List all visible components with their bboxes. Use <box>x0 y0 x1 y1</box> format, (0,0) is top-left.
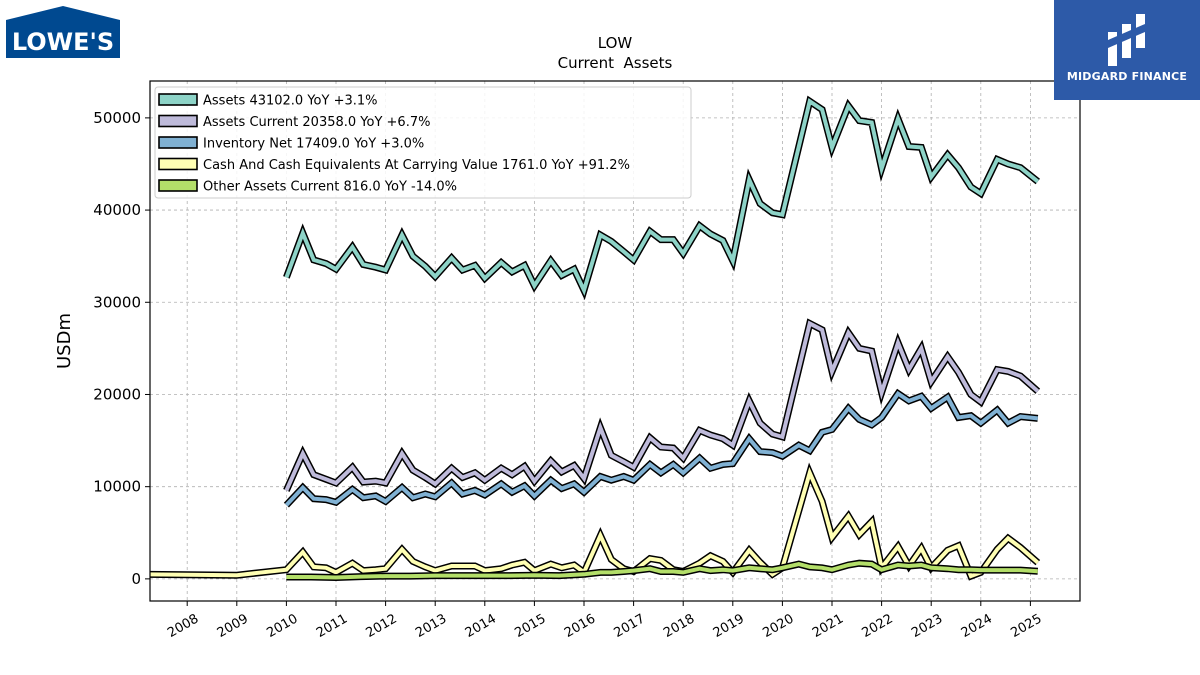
y-tick-label: 40000 <box>93 201 141 219</box>
y-tick-label: 20000 <box>93 385 141 403</box>
legend-label-inventory-net: Inventory Net 17409.0 YoY +3.0% <box>203 137 424 152</box>
legend-label-other-assets-current: Other Assets Current 816.0 YoY -14.0% <box>203 180 457 195</box>
x-tick-label: 2013 <box>413 611 449 641</box>
y-tick-label: 0 <box>131 570 141 588</box>
x-tick-label: 2011 <box>314 611 350 641</box>
series-assets-current <box>283 318 1041 492</box>
series-assets-current-outline <box>283 318 1041 492</box>
legend-label-cash-and-cash-equivalents-at-carrying-value: Cash And Cash Equivalents At Carrying Va… <box>203 158 630 173</box>
series-inventory-net-line <box>284 390 1039 507</box>
y-axis-label: USDm <box>54 313 75 369</box>
plot-frame <box>149 80 1081 602</box>
y-tick-label: 10000 <box>93 478 141 496</box>
x-tick-label: 2024 <box>959 611 995 641</box>
x-tick-label: 2008 <box>165 611 201 641</box>
legend: Assets 43102.0 YoY +3.1% Assets Current 2… <box>154 86 692 199</box>
series-inventory-net <box>283 388 1039 508</box>
x-tick-label: 2015 <box>512 611 548 641</box>
x-tick-label: 2022 <box>860 611 896 641</box>
x-tick-label: 2014 <box>463 611 499 641</box>
legend-swatch-other-assets-current <box>158 179 198 192</box>
series-other-assets-current-line <box>286 561 1038 580</box>
x-tick-label: 2019 <box>711 611 747 641</box>
x-tick-label: 2021 <box>810 611 846 641</box>
y-tick-label: 30000 <box>93 293 141 311</box>
legend-swatch-assets-current <box>158 114 198 128</box>
lowes-logo: LOWE'S <box>6 6 120 58</box>
x-tick-label: 2009 <box>215 611 251 641</box>
legend-label-assets-current: Assets Current 20358.0 YoY +6.7% <box>203 115 430 130</box>
x-tick-label: 2017 <box>612 611 648 641</box>
x-tick-label: 2025 <box>1008 611 1044 641</box>
series-assets <box>283 95 1040 301</box>
x-tick-label: 2018 <box>661 611 697 641</box>
legend-swatch-inventory-net <box>158 136 198 149</box>
legend-frame <box>154 86 692 199</box>
y-tick-label: 50000 <box>93 109 141 127</box>
legend-swatch-cash-and-cash-equivalents-at-carrying-value <box>158 157 198 171</box>
x-tick-label: 2020 <box>760 611 796 641</box>
x-tick-label: 2016 <box>562 611 598 641</box>
chart-title: Current Assets <box>558 54 673 72</box>
x-tick-label: 2012 <box>364 611 400 641</box>
x-tick-label: 2010 <box>264 611 300 641</box>
legend-swatch-assets <box>158 93 198 106</box>
x-tick-label: 2023 <box>909 611 945 641</box>
legend-label-assets: Assets 43102.0 YoY +3.1% <box>203 94 378 109</box>
midgard-finance-text: MIDGARD FINANCE <box>1066 70 1188 83</box>
midgard-mark-icon <box>1108 14 1145 66</box>
chart-ticker: LOW <box>598 34 633 52</box>
series-other-assets-current <box>286 559 1039 582</box>
series-assets-current-line <box>284 320 1040 492</box>
series-assets-line <box>284 98 1040 296</box>
lowes-logo-text: LOWE'S <box>12 28 114 56</box>
midgard-finance-logo: MIDGARD FINANCE <box>1054 0 1200 100</box>
